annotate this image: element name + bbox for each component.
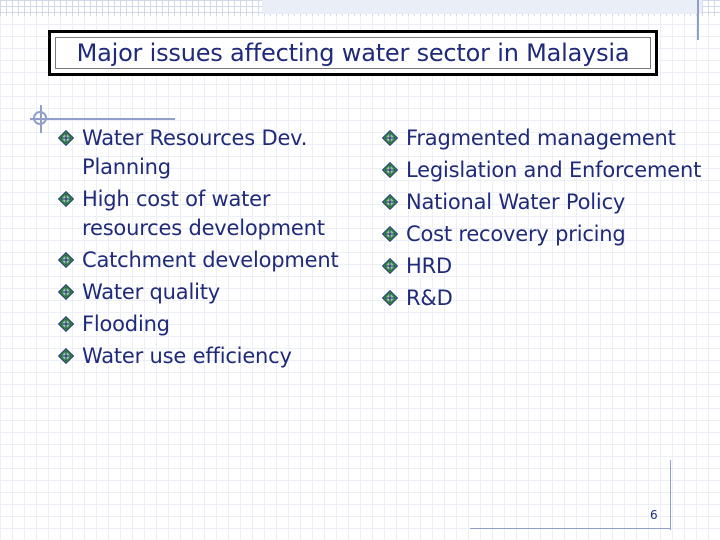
- list-item: High cost of water resources development: [58, 185, 358, 243]
- crosshair-decoration-circle: [33, 111, 47, 125]
- diamond-leaf-icon: [58, 191, 74, 207]
- list-item: Water quality: [58, 278, 358, 307]
- list-item-text: Flooding: [82, 312, 170, 336]
- diamond-leaf-icon: [58, 316, 74, 332]
- slide-title: Major issues affecting water sector in M…: [76, 39, 630, 67]
- footer-underline: [470, 528, 670, 529]
- list-item-text: Catchment development: [82, 248, 339, 272]
- diamond-leaf-icon: [58, 348, 74, 364]
- page-number: 6: [650, 508, 658, 522]
- list-item: Water use efficiency: [58, 342, 358, 371]
- left-bullet-list: Water Resources Dev. Planning High cost …: [58, 124, 358, 374]
- list-item-text: Water use efficiency: [82, 344, 292, 368]
- title-frame-inner-border: [55, 37, 651, 69]
- diamond-leaf-icon: [58, 130, 74, 146]
- diamond-leaf-icon: [382, 162, 398, 178]
- list-item: R&D: [382, 284, 702, 313]
- list-item: Legislation and Enforcement: [382, 156, 702, 185]
- list-item: National Water Policy: [382, 188, 702, 217]
- list-item: Cost recovery pricing: [382, 220, 702, 249]
- diamond-leaf-icon: [382, 258, 398, 274]
- list-item: HRD: [382, 252, 702, 281]
- list-item-text: Cost recovery pricing: [406, 222, 626, 246]
- list-item-text: HRD: [406, 254, 452, 278]
- list-item: Flooding: [58, 310, 358, 339]
- footer-vertical-line: [670, 460, 671, 530]
- diamond-leaf-icon: [382, 194, 398, 210]
- list-item-text: National Water Policy: [406, 190, 626, 214]
- list-item-text: R&D: [406, 286, 453, 310]
- list-item-text: Water quality: [82, 280, 220, 304]
- list-item: Water Resources Dev. Planning: [58, 124, 358, 182]
- diamond-leaf-icon: [382, 130, 398, 146]
- diamond-leaf-icon: [58, 284, 74, 300]
- right-bullet-list: Fragmented management Legislation and En…: [382, 124, 702, 316]
- list-item-text: High cost of water resources development: [82, 187, 325, 240]
- list-item: Catchment development: [58, 246, 358, 275]
- top-decoration-block: [262, 0, 702, 14]
- list-item-text: Water Resources Dev. Planning: [82, 126, 308, 179]
- list-item-text: Fragmented management: [406, 126, 676, 150]
- top-right-accent-line: [697, 0, 699, 40]
- list-item-text: Legislation and Enforcement: [406, 158, 702, 182]
- title-frame: Major issues affecting water sector in M…: [48, 30, 658, 76]
- diamond-leaf-icon: [58, 252, 74, 268]
- list-item: Fragmented management: [382, 124, 702, 153]
- crosshair-decoration-horizontal: [30, 118, 175, 120]
- diamond-leaf-icon: [382, 226, 398, 242]
- diamond-leaf-icon: [382, 290, 398, 306]
